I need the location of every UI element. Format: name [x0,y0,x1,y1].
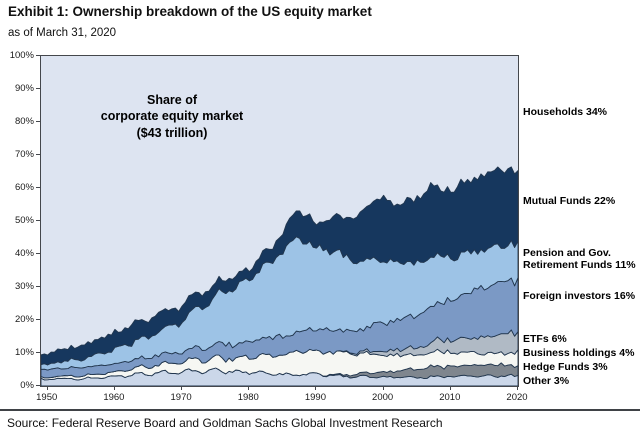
x-axis-label: 2000 [372,392,394,403]
y-axis-label: 70% [14,148,34,160]
exhibit-subtitle: as of March 31, 2020 [8,27,117,39]
y-axis-tick [36,88,40,89]
chart-annotation-line: corporate equity market [100,109,244,124]
area-mutual-funds [41,167,518,365]
x-axis-label: 1990 [304,392,326,403]
series-label-foreign-investors: Foreign investors 16% [523,290,636,302]
y-axis-tick [36,187,40,188]
series-label-pension: Pension and Gov. Retirement Funds 11% [523,247,639,271]
y-axis-tick [36,385,40,386]
y-axis-tick [36,352,40,353]
x-axis-tick [113,386,115,390]
y-axis-tick [36,319,40,320]
x-axis-label: 1980 [237,392,259,403]
y-axis-label: 90% [14,82,34,94]
series-label-pension-line1: Pension and Gov. [523,247,611,259]
y-axis-label: 50% [14,214,34,226]
x-axis-label: 2020 [506,392,528,403]
series-label-etfs: ETFs 6% [523,333,567,345]
x-axis-tick [382,386,384,390]
series-label-hedge-funds: Hedge Funds 3% [523,361,608,373]
x-axis-label: 2010 [439,392,461,403]
y-axis-tick [36,55,40,56]
x-axis-tick [248,386,250,390]
source-note: Source: Federal Reserve Board and Goldma… [7,416,443,430]
series-label-business-holdings: Business holdings 4% [523,347,635,359]
x-axis-tick [517,386,518,390]
x-axis-tick [181,386,183,390]
y-axis-label: 40% [14,247,34,259]
x-axis-tick [46,386,48,390]
series-label-pension-line2: Retirement Funds 11% [523,259,636,272]
y-axis-tick [36,220,40,221]
chart-annotation-line: ($43 trillion) [136,125,208,140]
footer-divider [0,409,640,411]
y-axis-label: 100% [9,49,34,61]
y-axis-label: 0% [20,379,34,391]
y-axis-label: 60% [14,181,34,193]
series-label-households: Households 34% [523,106,608,118]
y-axis-tick [36,286,40,287]
y-axis-tick [36,253,40,254]
chart-canvas [41,56,518,386]
chart-annotation-line: Share of [146,93,197,107]
y-axis-label: 80% [14,115,34,127]
x-axis-tick [315,386,317,390]
chart-annotation: Share of corporate equity market ($43 tril… [52,92,292,141]
y-axis-tick [36,121,40,122]
x-axis-label: 1950 [36,392,58,403]
y-axis-tick [36,154,40,155]
x-axis-tick [449,386,451,390]
y-axis-label: 10% [14,346,34,358]
x-axis-label: 1960 [103,392,125,403]
x-axis-label: 1970 [170,392,192,403]
series-label-other: Other 3% [523,375,570,387]
y-axis-label: 30% [14,280,34,292]
series-label-mutual-funds: Mutual Funds 22% [523,195,616,207]
stacked-area-chart [40,55,519,387]
exhibit-title: Exhibit 1: Ownership breakdown of the US… [8,4,372,19]
y-axis-label: 20% [14,313,34,325]
